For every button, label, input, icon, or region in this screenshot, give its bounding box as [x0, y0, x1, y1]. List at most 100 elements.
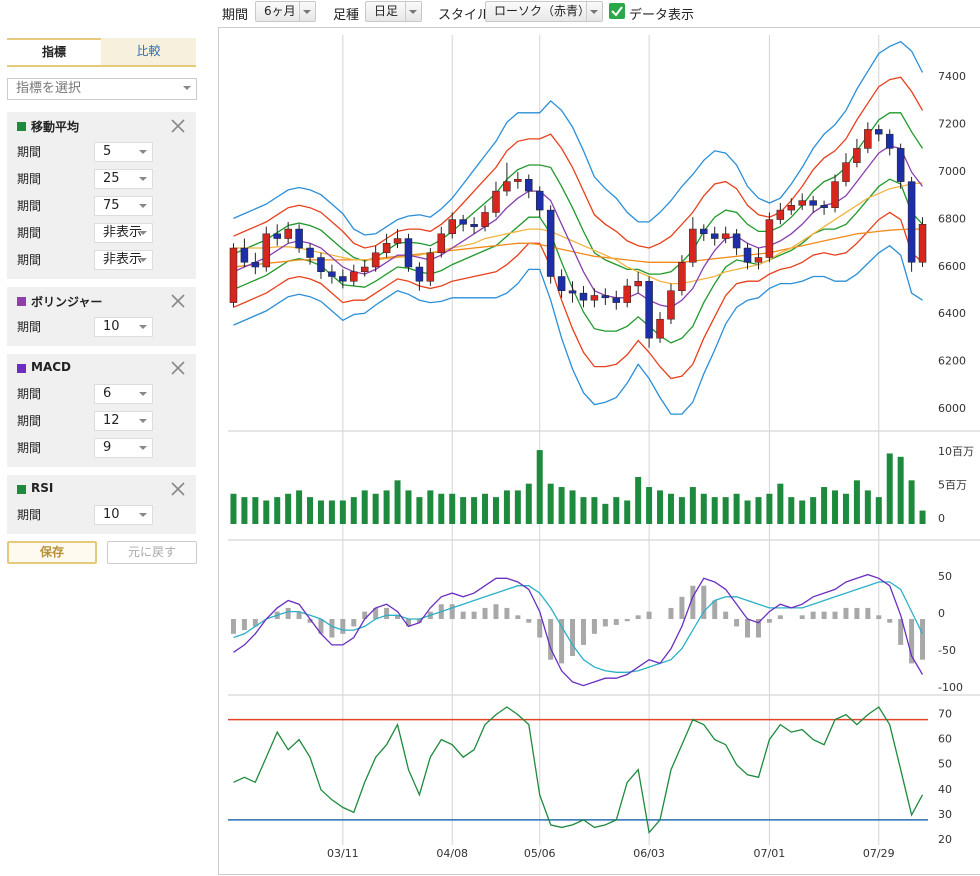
histogram-bar: [625, 619, 630, 621]
candle-body: [547, 210, 554, 276]
candle-body: [558, 276, 565, 290]
histogram-bar: [242, 619, 247, 630]
candle-body: [842, 163, 849, 182]
histogram-bar: [526, 619, 531, 623]
y-tick-label: 50: [938, 758, 952, 771]
histogram-bar: [811, 612, 816, 619]
volume-bar: [657, 490, 663, 524]
candle-body: [613, 298, 620, 303]
histogram-bar: [592, 619, 597, 634]
y-tick-label: -100: [938, 681, 963, 694]
candle-body: [339, 276, 346, 281]
candle-body: [460, 220, 467, 225]
x-tick-label: 06/03: [633, 847, 665, 860]
histogram-bar: [843, 608, 848, 619]
candle-body: [646, 281, 653, 338]
candle-body: [755, 258, 762, 263]
x-tick-label: 05/06: [524, 847, 556, 860]
volume-bar: [755, 497, 761, 524]
histogram-bar: [450, 604, 455, 619]
volume-bar: [416, 497, 422, 524]
y-tick-label: 6600: [938, 260, 966, 273]
volume-bar: [810, 497, 816, 524]
candle-body: [602, 295, 609, 297]
volume-bar: [537, 450, 543, 524]
candle-body: [416, 267, 423, 281]
y-tick-label: 60: [938, 733, 952, 746]
candle-body: [252, 262, 259, 267]
histogram-bar: [570, 619, 575, 656]
volume-bar: [241, 497, 247, 524]
histogram-bar: [581, 619, 586, 645]
candle-body: [372, 253, 379, 267]
histogram-bar: [614, 619, 619, 625]
candle-body: [788, 205, 795, 210]
candle-body: [471, 224, 478, 226]
histogram-bar: [822, 612, 827, 619]
volume-bar: [395, 480, 401, 524]
y-tick-label: 7200: [938, 117, 966, 130]
volume-bar: [296, 490, 302, 524]
volume-bar: [351, 497, 357, 524]
histogram-bar: [286, 608, 291, 619]
volume-bar: [362, 490, 368, 524]
histogram-bar: [515, 615, 520, 619]
volume-bar: [329, 500, 335, 524]
volume-bar: [252, 497, 258, 524]
candle-body: [864, 129, 871, 148]
histogram-bar: [537, 619, 542, 637]
volume-bar: [373, 494, 379, 524]
candle-body: [799, 201, 806, 206]
volume-bar: [854, 480, 860, 524]
candle-body: [482, 212, 489, 226]
candle-body: [777, 210, 784, 219]
volume-bar: [723, 497, 729, 524]
y-tick-label: 7000: [938, 165, 966, 178]
volume-bar: [876, 497, 882, 524]
histogram-bar: [679, 597, 684, 619]
volume-bar: [734, 494, 740, 524]
candle-body: [766, 220, 773, 258]
y-tick-label: 40: [938, 783, 952, 796]
volume-bar: [504, 490, 510, 524]
histogram-bar: [767, 619, 772, 623]
candle-body: [678, 262, 685, 290]
candle-body: [492, 191, 499, 212]
candle-body: [853, 148, 860, 162]
candle-body: [908, 182, 915, 263]
histogram-bar: [876, 615, 881, 619]
volume-bar: [591, 497, 597, 524]
candle-body: [230, 248, 237, 303]
y-tick-label: 30: [938, 808, 952, 821]
y-tick-label: 70: [938, 708, 952, 721]
candle-body: [744, 248, 751, 262]
volume-bar: [515, 490, 521, 524]
volume-bar: [745, 500, 751, 524]
volume-bar: [602, 504, 608, 524]
volume-bar: [427, 490, 433, 524]
volume-bar: [668, 494, 674, 524]
candle-body: [328, 272, 335, 277]
volume-bar: [766, 494, 772, 524]
candle-body: [624, 286, 631, 303]
volume-bar: [920, 511, 926, 524]
candle-body: [875, 129, 882, 134]
histogram-bar: [854, 608, 859, 619]
histogram-bar: [504, 608, 509, 619]
candle-body: [525, 179, 532, 191]
histogram-bar: [800, 615, 805, 619]
volume-bar: [865, 490, 871, 524]
histogram-bar: [603, 619, 608, 626]
candle-body: [810, 201, 817, 206]
candle-body: [317, 258, 324, 272]
volume-bar: [438, 494, 444, 524]
candle-body: [832, 182, 839, 208]
y-tick-label: 7400: [938, 70, 966, 83]
volume-bar: [230, 494, 236, 524]
candle-body: [285, 229, 292, 238]
histogram-bar: [865, 608, 870, 619]
histogram-bar: [329, 619, 334, 637]
volume-bar: [821, 487, 827, 524]
y-tick-label: 50: [938, 570, 952, 583]
